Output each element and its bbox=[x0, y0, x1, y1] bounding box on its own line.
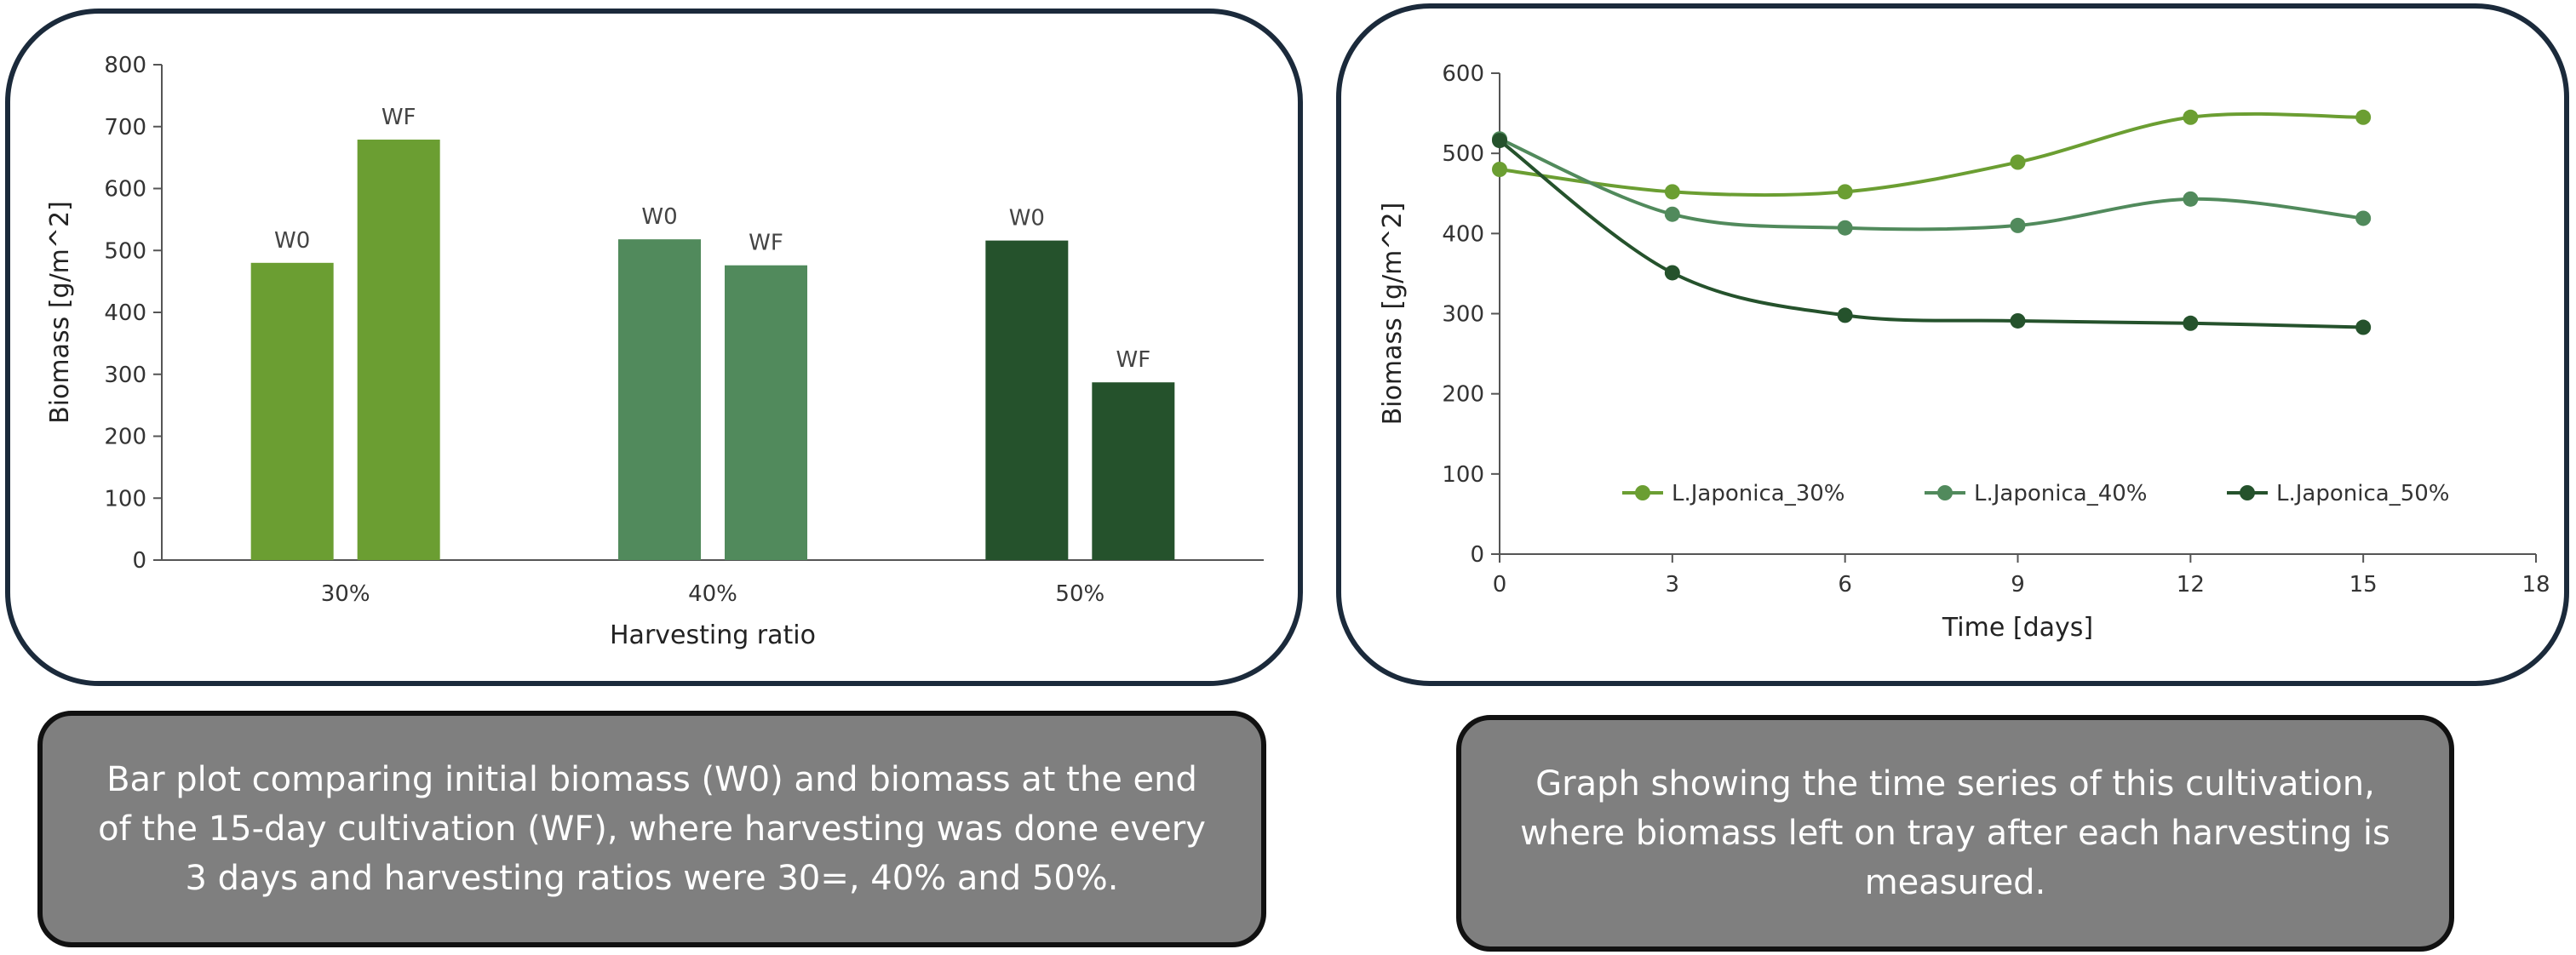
legend-entry: L.Japonica_30% bbox=[1672, 481, 1845, 506]
bar bbox=[725, 265, 807, 560]
line-y-tick-label: 300 bbox=[1442, 302, 1484, 328]
bar-y-tick-label: 600 bbox=[104, 177, 146, 203]
series-point bbox=[1664, 265, 1680, 281]
series-point bbox=[2183, 315, 2199, 331]
series-point bbox=[2010, 154, 2026, 170]
series-point bbox=[1837, 220, 1853, 236]
bar-y-tick-label: 100 bbox=[104, 486, 146, 512]
legend-entry: L.Japonica_40% bbox=[1974, 481, 2147, 506]
bar-x-tick-label: 50% bbox=[1055, 581, 1104, 607]
series-point bbox=[1664, 184, 1680, 200]
line-y-tick-label: 200 bbox=[1442, 382, 1484, 408]
series-line bbox=[1498, 139, 2364, 329]
series-point bbox=[1837, 184, 1853, 200]
bar-x-tick-label: 30% bbox=[321, 581, 370, 607]
series-point bbox=[2183, 109, 2199, 125]
bar-data-label: W0 bbox=[641, 204, 677, 230]
legend-marker bbox=[1635, 485, 1650, 500]
series-point bbox=[2355, 109, 2372, 125]
line-y-axis-title: Biomass [g/m^2] bbox=[1378, 203, 1408, 426]
bar-data-label: W0 bbox=[274, 228, 310, 254]
bar-chart: 0 100 200 300 400 500 600 700 800 30% W0 WF 40% W0 WF 5… bbox=[45, 53, 1264, 650]
bar-chart-caption: Bar plot comparing initial biomass (W0) … bbox=[37, 711, 1266, 947]
series-point bbox=[2355, 319, 2372, 335]
line-chart-panel: 0 100 200 300 400 500 600 0 3 6 9 12 15 18 L.Japonica_… bbox=[1336, 3, 2569, 686]
legend-marker bbox=[2240, 485, 2255, 500]
legend-marker bbox=[1937, 485, 1953, 500]
series-point bbox=[2010, 217, 2026, 233]
line-x-tick-label: 3 bbox=[1666, 572, 1680, 598]
line-x-axis-title: Time [days] bbox=[1942, 613, 2093, 643]
bar-data-label: W0 bbox=[1009, 206, 1045, 232]
bar bbox=[985, 240, 1069, 560]
line-y-tick-label: 0 bbox=[1470, 542, 1484, 568]
bar-y-tick-label: 200 bbox=[104, 425, 146, 450]
bar-x-axis-title: Harvesting ratio bbox=[610, 620, 816, 650]
bar-y-tick-label: 300 bbox=[104, 363, 146, 388]
line-chart-caption: Graph showing the time series of this cu… bbox=[1456, 715, 2454, 952]
legend-entry: L.Japonica_50% bbox=[2276, 481, 2449, 506]
series-point bbox=[1837, 307, 1853, 323]
line-y-tick-label: 400 bbox=[1442, 221, 1484, 247]
line-x-tick-label: 9 bbox=[2011, 572, 2025, 598]
series-point bbox=[2355, 210, 2372, 226]
line-x-tick-label: 6 bbox=[1838, 572, 1852, 598]
bar-y-tick-label: 0 bbox=[132, 548, 146, 574]
bar-data-label: WF bbox=[382, 105, 416, 130]
line-x-tick-label: 18 bbox=[2521, 572, 2550, 598]
line-chart-caption-text: Graph showing the time series of this cu… bbox=[1520, 764, 2390, 902]
line-y-tick-label: 600 bbox=[1442, 61, 1484, 87]
series-point bbox=[2183, 191, 2199, 207]
bar bbox=[618, 239, 701, 560]
line-x-tick-label: 15 bbox=[2349, 572, 2378, 598]
bar bbox=[1092, 382, 1175, 560]
series-line bbox=[1499, 137, 2364, 232]
bar bbox=[250, 262, 334, 560]
line-x-tick-label: 12 bbox=[2177, 572, 2205, 598]
line-x-tick-label: 0 bbox=[1493, 572, 1507, 598]
series-point bbox=[1492, 162, 1507, 177]
line-chart: 0 100 200 300 400 500 600 0 3 6 9 12 15 18 L.Japonica_… bbox=[1378, 61, 2550, 643]
bar-data-label: WF bbox=[749, 231, 783, 256]
series-line bbox=[1499, 112, 2364, 197]
bar-x-tick-label: 40% bbox=[688, 581, 737, 607]
series-point bbox=[1492, 133, 1507, 149]
line-y-tick-label: 100 bbox=[1442, 462, 1484, 488]
series-point bbox=[2010, 312, 2026, 329]
bar-data-label: WF bbox=[1116, 347, 1150, 373]
line-y-tick-label: 500 bbox=[1442, 141, 1484, 167]
bar-chart-caption-text: Bar plot comparing initial biomass (W0) … bbox=[98, 760, 1206, 898]
bar-y-tick-label: 800 bbox=[104, 53, 146, 78]
bar-chart-panel: 0 100 200 300 400 500 600 700 800 30% W0 WF 40% W0 WF 5… bbox=[5, 9, 1303, 686]
bar-y-axis-title: Biomass [g/m^2] bbox=[45, 201, 75, 424]
bar-y-tick-label: 700 bbox=[104, 115, 146, 140]
series-point bbox=[1664, 206, 1680, 222]
bar-y-tick-label: 400 bbox=[104, 300, 146, 326]
bar bbox=[357, 140, 440, 560]
bar-y-tick-label: 500 bbox=[104, 238, 146, 264]
